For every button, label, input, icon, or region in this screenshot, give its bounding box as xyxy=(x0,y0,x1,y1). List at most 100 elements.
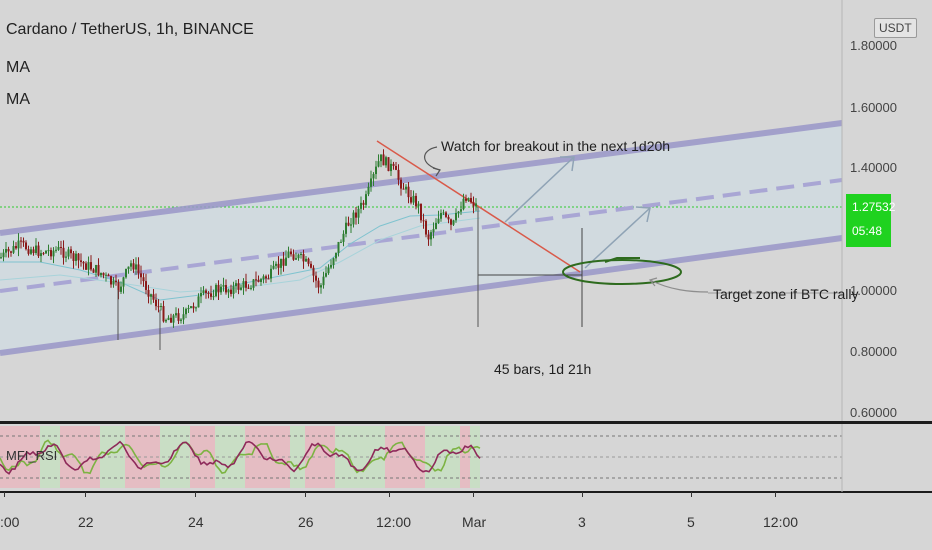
candle-body xyxy=(25,242,27,250)
candle-body xyxy=(287,251,290,258)
candle-body xyxy=(365,194,367,205)
target-note-text[interactable]: Target zone if BTC rally xyxy=(713,286,859,302)
breakout-note-arrow xyxy=(424,146,441,171)
candle-body xyxy=(5,249,7,253)
last-price-value: 1.27532 xyxy=(852,200,896,214)
candle-body xyxy=(225,285,227,293)
candle-body xyxy=(22,240,25,243)
candle-body xyxy=(45,250,47,254)
candle-body xyxy=(57,246,60,250)
time-tick-mark xyxy=(85,492,86,497)
candle-body xyxy=(275,263,277,266)
candle-body xyxy=(232,286,235,294)
mfi-zone xyxy=(425,426,460,488)
candle-body xyxy=(332,258,335,265)
candle-body xyxy=(285,257,287,266)
candle-body xyxy=(340,241,342,243)
candle-body xyxy=(115,280,117,283)
candle-body xyxy=(85,263,87,270)
projection-arrow-target-head xyxy=(635,206,651,223)
candle-body xyxy=(270,268,272,279)
candle-body xyxy=(12,246,15,253)
candle-body xyxy=(392,163,395,166)
candle-body xyxy=(255,279,257,281)
rsi-line xyxy=(0,440,481,475)
descending-trendline xyxy=(376,140,581,273)
candle-body xyxy=(145,281,147,290)
candle-body xyxy=(300,254,302,256)
candle-body xyxy=(127,266,130,269)
candle-body xyxy=(192,306,195,309)
candle-body xyxy=(290,251,292,255)
candle-body xyxy=(185,308,187,315)
range-measure-label[interactable]: 45 bars, 1d 21h xyxy=(494,361,592,377)
candle-body xyxy=(122,277,125,287)
projection-arrow-up-head xyxy=(560,156,575,172)
candle-body xyxy=(470,198,472,203)
candle-body xyxy=(415,195,417,207)
candle-body xyxy=(475,203,477,207)
candle-body xyxy=(125,268,127,278)
candle-body xyxy=(35,245,37,253)
candle-body xyxy=(215,284,217,297)
candle-body xyxy=(342,233,345,242)
time-tick-mark xyxy=(195,492,196,497)
ma-indicator-label-2[interactable]: MA xyxy=(6,91,30,108)
candle-body xyxy=(410,197,412,203)
last-price-badge[interactable]: 1.27532 05:48 xyxy=(846,194,895,247)
candle-body xyxy=(252,279,255,288)
moving-average-1 xyxy=(0,210,481,301)
currency-badge[interactable]: USDT xyxy=(874,18,917,38)
candle-body xyxy=(175,313,177,316)
candle-body xyxy=(292,254,295,260)
candle-body xyxy=(67,249,70,257)
candle-body xyxy=(62,247,65,258)
candle-body xyxy=(370,178,372,187)
candle-body xyxy=(375,166,377,175)
candle-body xyxy=(330,264,332,268)
candle-body xyxy=(130,263,132,267)
candle-body xyxy=(207,292,210,294)
candle-body xyxy=(7,249,10,252)
time-tick-mark xyxy=(775,492,776,497)
candle-body xyxy=(450,219,452,225)
candle-body xyxy=(170,317,172,323)
candle-body xyxy=(140,273,142,278)
candle-body xyxy=(112,280,115,285)
candle-body xyxy=(467,198,470,201)
mfi-rsi-label[interactable]: MFI_RSI xyxy=(6,448,58,463)
candle-body xyxy=(295,258,297,260)
candle-body xyxy=(70,249,72,254)
candle-body xyxy=(367,186,370,195)
candle-body xyxy=(350,224,352,226)
candle-body xyxy=(412,195,415,203)
candle-body xyxy=(397,169,400,180)
candle-body xyxy=(75,253,77,261)
candle-body xyxy=(315,275,317,281)
candle-body xyxy=(95,264,97,273)
candle-body xyxy=(65,256,67,258)
candle-body xyxy=(180,319,182,321)
candle-body xyxy=(107,274,110,277)
candle-body xyxy=(47,250,50,252)
symbol-title[interactable]: Cardano / TetherUS, 1h, BINANCE xyxy=(6,21,254,38)
candle-body xyxy=(10,251,12,253)
candle-body xyxy=(205,290,207,293)
candle-body xyxy=(165,319,167,322)
candle-body xyxy=(230,289,232,294)
breakout-note-text[interactable]: Watch for breakout in the next 1d20h xyxy=(441,138,671,154)
ma-indicator-label-1[interactable]: MA xyxy=(6,59,30,76)
candle-body xyxy=(80,260,82,262)
candle-body xyxy=(60,246,62,248)
candle-body xyxy=(417,203,420,207)
candle-body xyxy=(425,220,427,235)
candle-body xyxy=(310,263,312,268)
candle-body xyxy=(90,262,92,270)
candle-body xyxy=(245,281,247,288)
candle-body xyxy=(195,307,197,309)
candle-body xyxy=(302,254,305,262)
candle-body xyxy=(430,232,432,240)
candle-body xyxy=(437,218,440,223)
candle-body xyxy=(117,282,120,292)
